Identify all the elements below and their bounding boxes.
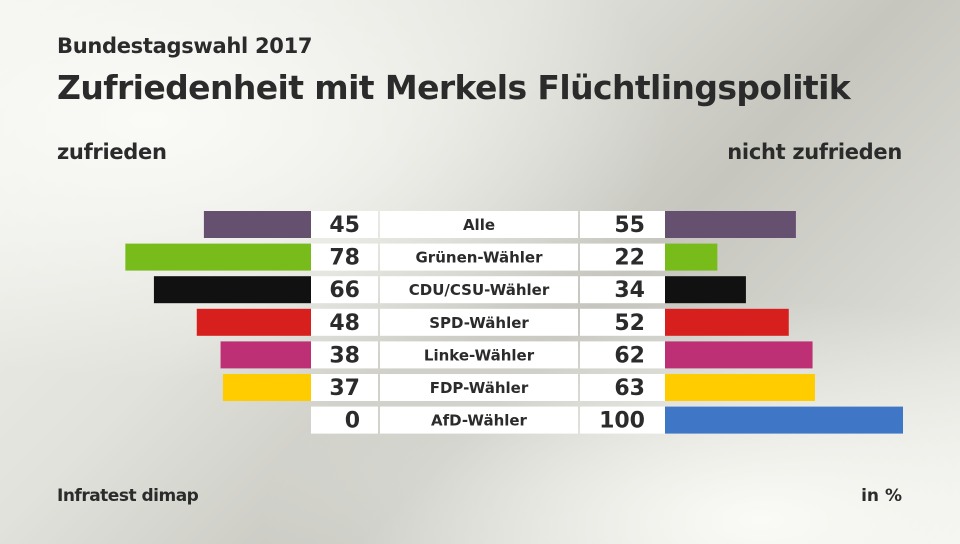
- value-box-left-0: [311, 211, 378, 238]
- bar-left-0: [203, 211, 311, 238]
- value-box-left-2: [311, 276, 378, 304]
- bar-right-6: [665, 406, 903, 434]
- value-box-right-6: [580, 406, 665, 434]
- value-box-left-4: [311, 341, 378, 369]
- value-box-left-6: [311, 406, 378, 434]
- label-box-6: [380, 406, 578, 434]
- value-box-right-2: [580, 276, 665, 304]
- legend-right-label: nicht zufrieden: [727, 140, 902, 164]
- bar-left-1: [125, 243, 311, 271]
- value-label-left-5: 37: [329, 376, 360, 401]
- bar-right-0: [665, 211, 796, 238]
- value-box-right-1: [580, 243, 665, 271]
- source-label: Infratest dimap: [57, 486, 199, 506]
- value-label-left-3: 48: [329, 311, 360, 336]
- value-label-left-6: 0: [345, 409, 360, 434]
- bar-left-2: [153, 276, 311, 304]
- bar-right-2: [665, 276, 746, 304]
- bar-right-1: [665, 243, 718, 271]
- value-label-right-0: 55: [614, 213, 645, 238]
- value-box-right-3: [580, 308, 665, 336]
- value-label-right-6: 100: [599, 409, 645, 434]
- unit-label: in %: [861, 486, 902, 506]
- value-box-left-3: [311, 308, 378, 336]
- value-label-left-4: 38: [329, 343, 360, 368]
- value-label-right-3: 52: [614, 311, 645, 336]
- chart-title: Zufriedenheit mit Merkels Flüchtlingspol…: [57, 68, 851, 107]
- category-label-0: Alle: [463, 216, 495, 234]
- category-label-6: AfD-Wähler: [431, 412, 528, 430]
- value-label-left-1: 78: [329, 246, 360, 271]
- value-label-right-4: 62: [614, 343, 645, 368]
- category-label-4: Linke-Wähler: [424, 346, 535, 364]
- value-box-left-1: [311, 243, 378, 271]
- category-label-1: Grünen-Wähler: [416, 249, 544, 267]
- bar-right-4: [665, 341, 813, 369]
- value-box-right-0: [580, 211, 665, 238]
- legend-left-label: zufrieden: [57, 140, 167, 164]
- value-box-left-5: [311, 374, 378, 401]
- label-box-3: [380, 308, 578, 336]
- category-label-5: FDP-Wähler: [430, 379, 529, 397]
- bar-left-4: [220, 341, 311, 369]
- value-label-left-0: 45: [329, 213, 360, 238]
- value-box-right-4: [580, 341, 665, 369]
- bar-right-3: [665, 308, 789, 336]
- bar-right-5: [665, 374, 815, 401]
- chart-subtitle: Bundestagswahl 2017: [57, 34, 313, 58]
- value-box-right-5: [580, 374, 665, 401]
- label-box-2: [380, 276, 578, 304]
- label-box-1: [380, 243, 578, 271]
- value-label-left-2: 66: [329, 278, 360, 303]
- label-box-4: [380, 341, 578, 369]
- label-box-5: [380, 374, 578, 401]
- value-label-right-1: 22: [614, 246, 645, 271]
- bar-left-3: [196, 308, 311, 336]
- value-label-right-5: 63: [614, 376, 645, 401]
- bar-left-5: [222, 374, 311, 401]
- value-label-right-2: 34: [614, 278, 645, 303]
- category-label-3: SPD-Wähler: [429, 314, 529, 332]
- category-label-2: CDU/CSU-Wähler: [409, 281, 550, 299]
- label-box-0: [380, 211, 578, 238]
